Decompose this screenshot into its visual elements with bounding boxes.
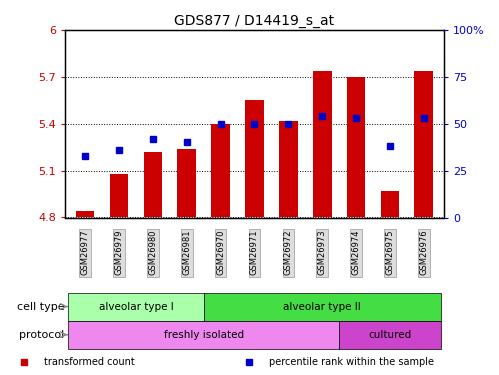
Bar <box>339 321 441 349</box>
Text: protocol: protocol <box>19 330 64 340</box>
Text: GSM26977: GSM26977 <box>81 230 90 275</box>
Text: GSM26975: GSM26975 <box>385 230 394 275</box>
Bar <box>178 149 196 217</box>
Text: GSM26981: GSM26981 <box>182 230 191 275</box>
Text: GSM26974: GSM26974 <box>352 230 361 275</box>
Bar <box>245 100 264 218</box>
Bar <box>110 174 128 217</box>
Text: percentile rank within the sample: percentile rank within the sample <box>268 357 434 367</box>
Text: GSM26972: GSM26972 <box>284 230 293 275</box>
Text: GSM26971: GSM26971 <box>250 230 259 275</box>
Text: GSM26976: GSM26976 <box>419 230 428 275</box>
Title: GDS877 / D14419_s_at: GDS877 / D14419_s_at <box>175 13 334 28</box>
Text: GSM26973: GSM26973 <box>318 230 327 275</box>
Text: GSM26979: GSM26979 <box>115 230 124 275</box>
Bar <box>211 124 230 218</box>
Text: transformed count: transformed count <box>43 357 134 367</box>
Text: cell type: cell type <box>16 302 64 312</box>
Bar <box>144 152 162 217</box>
Bar <box>313 70 331 217</box>
Text: GSM26980: GSM26980 <box>148 230 157 275</box>
Text: alveolar type II: alveolar type II <box>283 302 361 312</box>
Bar <box>76 211 94 217</box>
Bar <box>347 77 365 218</box>
Text: alveolar type I: alveolar type I <box>99 302 173 312</box>
Bar <box>415 70 433 217</box>
Bar <box>68 321 339 349</box>
Bar <box>279 121 298 218</box>
Bar <box>68 292 204 321</box>
Bar <box>204 292 441 321</box>
Text: GSM26970: GSM26970 <box>216 230 225 275</box>
Bar <box>381 191 399 217</box>
Text: freshly isolated: freshly isolated <box>164 330 244 340</box>
Text: cultured: cultured <box>368 330 412 340</box>
